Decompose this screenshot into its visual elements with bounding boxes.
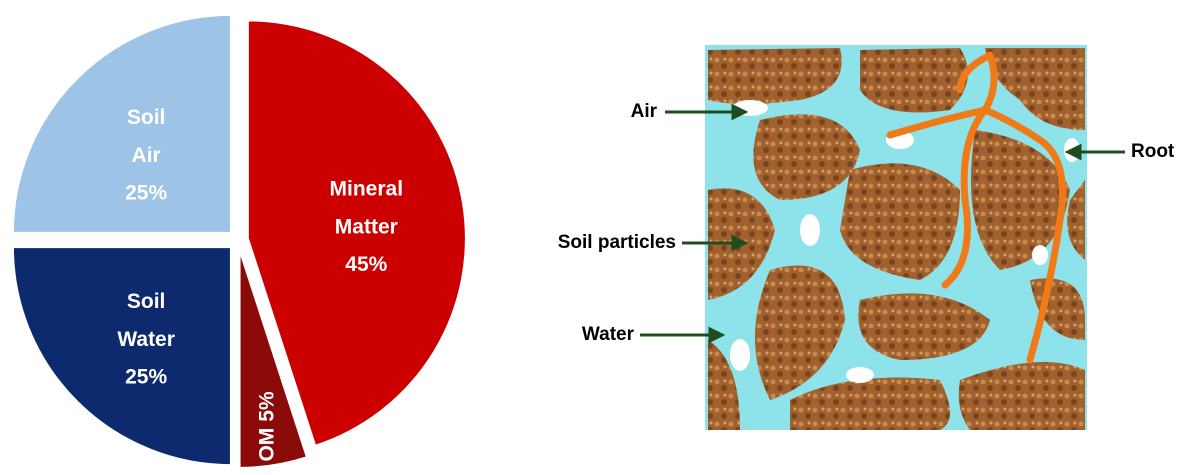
soil-diagram: Air Soil particles Water Root [558,45,1175,430]
slice-category: Mineral Matter [330,177,404,238]
arrows [640,103,1125,344]
root [886,51,1066,364]
slice-category: OM [255,428,278,462]
slice-category-line: Mineral [330,177,404,200]
slice-value: 45% [345,253,387,276]
pie-slice [11,246,232,467]
slice-category-line: Water [117,327,175,350]
diagram-label: Root [1131,141,1175,162]
air-pockets [730,100,1080,383]
pie-slice [11,13,232,234]
slice-label: OM 5% [255,391,278,462]
slice-category: Soil Water [117,289,175,350]
slice-category-line: Air [132,144,161,167]
pie-slice [246,19,467,448]
diagram-label: Water [582,324,635,345]
slice-value: 5% [255,391,278,422]
slice-value: 25% [125,182,167,205]
diagram-label: Air [631,101,658,122]
slice-category: Soil Air [127,106,166,167]
slice-value: 25% [125,365,167,388]
slice-category-line: Soil [127,106,166,129]
diagram-label: Soil particles [558,232,676,253]
soil-particles [708,48,1085,430]
pie-slice [238,249,309,469]
slice-category-line: Matter [335,215,398,238]
slice-category-line: Soil [127,289,166,312]
